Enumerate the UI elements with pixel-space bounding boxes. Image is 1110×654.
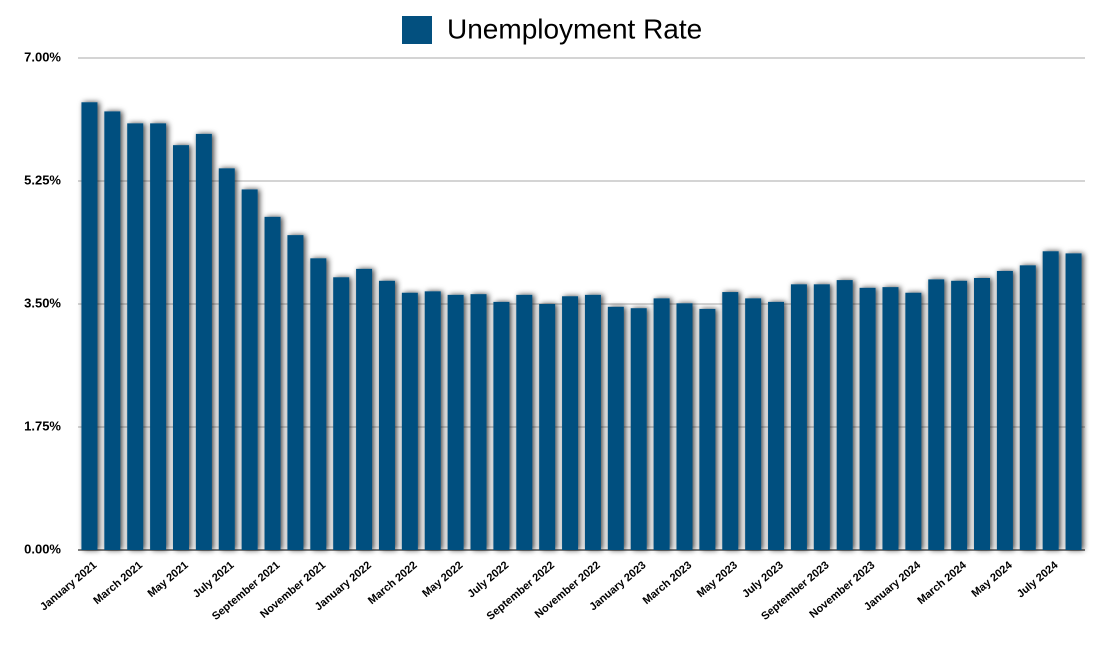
bar [607, 306, 624, 550]
bar [699, 308, 716, 550]
x-tick-label: July 2022 [466, 559, 512, 600]
y-tick-label: 0.00% [24, 541, 61, 556]
bar [790, 284, 807, 550]
bar [241, 189, 258, 551]
x-tick-label: May 2022 [420, 559, 465, 600]
bar [630, 308, 647, 550]
bar [584, 294, 601, 550]
bar [195, 133, 212, 550]
bar [378, 280, 395, 550]
bar [539, 304, 556, 550]
bar [562, 296, 579, 550]
x-tick-label: July 2023 [740, 559, 786, 600]
bar [928, 279, 945, 550]
bar [1019, 265, 1036, 550]
bar [81, 102, 98, 550]
x-tick-label: May 2023 [695, 559, 740, 600]
x-tick-label: May 2021 [146, 559, 191, 600]
bar [813, 284, 830, 550]
x-tick-label: March 2024 [915, 559, 969, 607]
bar [424, 291, 441, 550]
bar [127, 123, 144, 550]
x-tick-label: July 2024 [1015, 559, 1061, 601]
bar [745, 298, 762, 550]
bar [905, 292, 922, 550]
bar [1065, 253, 1082, 550]
x-tick-label: May 2024 [969, 559, 1015, 600]
bar [974, 277, 991, 550]
bar [882, 287, 899, 550]
y-tick-label: 7.00% [24, 49, 61, 64]
bar [1042, 251, 1059, 551]
bar [104, 111, 121, 550]
bar [859, 287, 876, 550]
x-tick-label: March 2021 [91, 559, 145, 607]
y-tick-label: 5.25% [24, 172, 61, 187]
bar [172, 145, 189, 550]
bar [264, 216, 281, 551]
legend-swatch [402, 16, 432, 44]
bar [356, 268, 373, 550]
bar [951, 280, 968, 550]
bar [287, 235, 304, 550]
bar [218, 168, 235, 550]
legend-label: Unemployment Rate [447, 13, 702, 44]
bars [81, 102, 1082, 551]
bar [401, 292, 418, 550]
bar [653, 298, 670, 550]
bar [333, 277, 350, 550]
bar [768, 301, 785, 550]
x-tick-label: March 2022 [366, 559, 420, 607]
x-tick-label: January 2021 [38, 559, 99, 613]
bar [516, 294, 533, 550]
bar [722, 292, 739, 550]
x-tick-label: July 2021 [191, 559, 237, 600]
y-tick-label: 3.50% [24, 295, 61, 310]
y-tick-label: 1.75% [24, 418, 61, 433]
bar [447, 294, 464, 550]
bar [310, 258, 327, 550]
bar [996, 270, 1013, 550]
bar [493, 301, 510, 550]
bar [676, 303, 693, 550]
bar [150, 123, 167, 550]
x-tick-label: March 2023 [641, 559, 695, 607]
bar [470, 294, 487, 550]
bar [836, 280, 853, 550]
